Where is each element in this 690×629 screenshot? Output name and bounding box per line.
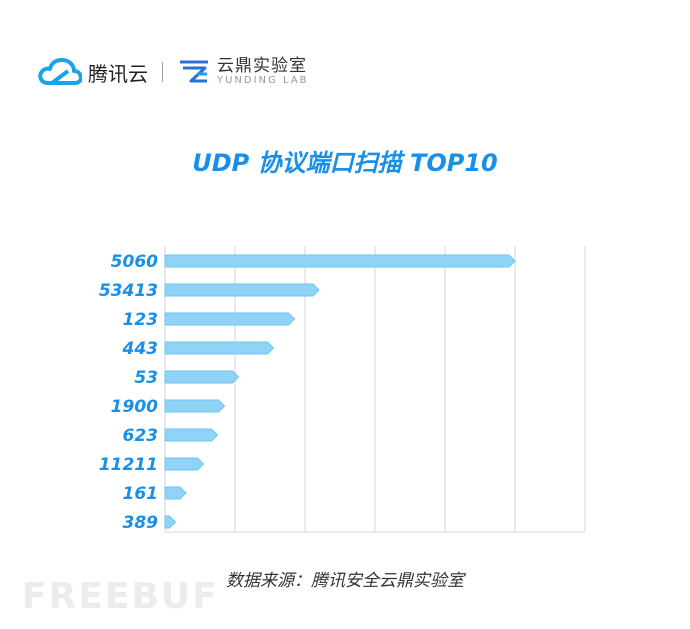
brand-name: 腾讯云 — [88, 61, 148, 86]
header-divider — [162, 62, 163, 82]
bar-53 — [164, 370, 240, 384]
data-source-note: 数据来源：腾讯安全云鼎实验室 — [226, 571, 464, 591]
lab-name-cn: 云鼎实验室 — [217, 55, 307, 76]
lab-icon — [180, 60, 208, 83]
y-tick-label: 11211 — [99, 455, 158, 475]
chart-title: UDP 协议端口扫描 TOP10 — [192, 149, 498, 177]
bar-1900 — [164, 399, 226, 413]
bar-53413 — [164, 283, 320, 297]
bar-161 — [164, 486, 187, 500]
y-tick-label: 623 — [123, 426, 159, 446]
y-tick-label: 389 — [123, 513, 159, 533]
bar-623 — [164, 428, 219, 442]
tencent-cloud-logo: 腾讯云 — [38, 57, 148, 87]
y-tick-label: 53413 — [99, 281, 158, 301]
cloud-icon — [38, 58, 82, 85]
bar-11211 — [164, 457, 205, 471]
y-tick-label: 53 — [134, 368, 158, 388]
bar-389 — [164, 515, 177, 529]
bar-443 — [164, 341, 275, 355]
bar-123 — [164, 312, 296, 326]
watermark: FREEBUF — [22, 576, 219, 617]
y-tick-label: 5060 — [111, 252, 158, 272]
y-tick-label: 161 — [123, 484, 159, 504]
lab-name-en: YUNDING LAB — [217, 74, 309, 86]
y-tick-label: 443 — [122, 339, 159, 359]
bar-5060 — [164, 254, 516, 268]
yunding-lab-logo: 云鼎实验室 YUNDING LAB — [177, 57, 308, 87]
y-tick-label: 1900 — [111, 397, 158, 417]
bar-chart: 5060 53413 123 443 53 1900 623 11211 161 389 — [99, 246, 586, 533]
y-tick-label: 123 — [123, 310, 159, 330]
header: 腾讯云 云鼎实验室 YUNDING LAB — [38, 52, 308, 92]
